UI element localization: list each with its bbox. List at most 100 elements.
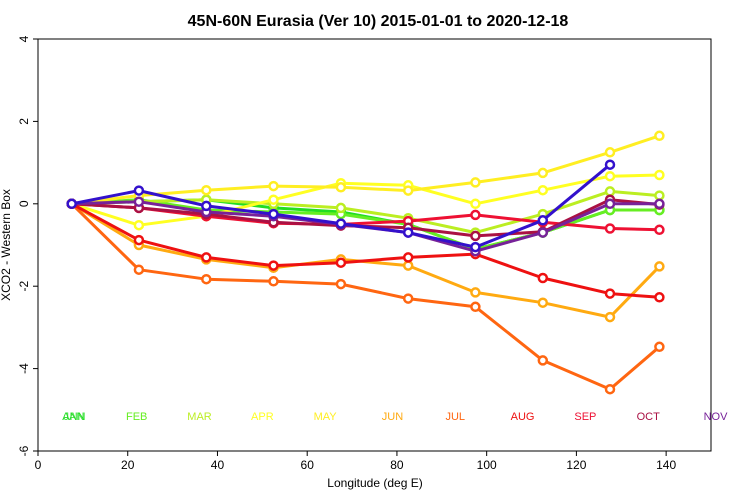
data-point-dec: [402, 227, 414, 238]
data-point-jul: [537, 355, 549, 366]
data-point-may: [470, 177, 481, 188]
x-tick-label: 100: [477, 458, 497, 472]
y-tick-label: -4: [17, 363, 31, 374]
data-point-may: [604, 147, 616, 158]
x-axis-ticks: 0 20 40 60 80 100 120 140: [35, 451, 676, 472]
plot-frame: [37, 38, 712, 452]
y-tick-label: -2: [17, 281, 31, 292]
series-line-aug: [70, 202, 660, 299]
data-point-may: [268, 180, 279, 192]
data-point-jun: [654, 261, 665, 272]
data-point-aug: [604, 288, 616, 299]
data-point-mar: [604, 186, 616, 197]
data-point-apr: [604, 170, 616, 182]
data-point-aug: [654, 292, 665, 303]
data-point-may: [335, 182, 347, 193]
legend-entry-sep: SEP: [574, 411, 596, 423]
chart-title: 45N-60N Eurasia (Ver 10) 2015-01-01 to 2…: [188, 13, 569, 30]
data-point-jul: [268, 276, 279, 287]
series-line-may: [71, 134, 660, 206]
data-point-jul: [133, 264, 145, 275]
series-line-apr: [71, 173, 660, 227]
data-point-apr: [654, 169, 665, 181]
data-point-jul: [402, 293, 414, 304]
series-line-jun: [70, 202, 661, 319]
data-point-jul: [654, 341, 665, 353]
data-point-jun: [604, 311, 616, 323]
data-point-apr: [268, 194, 279, 205]
legend-entry-nov: NOV: [704, 411, 729, 423]
y-axis-ticks: -6 -4 -2 0 2 4: [17, 35, 38, 456]
x-tick-label: 40: [211, 458, 225, 472]
series-line-mar: [71, 189, 660, 235]
y-tick-label: 2: [17, 118, 31, 125]
legend-entry-may: MAY: [314, 411, 338, 423]
data-point-sep: [470, 209, 481, 221]
y-tick-label: 4: [17, 35, 31, 42]
data-point-jul: [604, 383, 616, 395]
y-tick-label: 0: [17, 200, 31, 207]
data-point-jul: [335, 278, 347, 290]
legend-entry-mar: MAR: [187, 411, 212, 423]
data-point-mar: [654, 190, 665, 201]
data-point-oct: [470, 230, 481, 242]
data-point-aug: [268, 260, 279, 271]
data-point-dec: [201, 200, 212, 212]
data-point-aug: [537, 272, 549, 284]
data-point-jul: [201, 273, 212, 285]
data-point-dec: [133, 185, 145, 196]
data-point-jun: [470, 287, 481, 298]
data-point-may: [537, 167, 549, 179]
data-point-nov: [604, 198, 616, 210]
data-point-jul: [470, 301, 481, 313]
data-point-aug: [201, 252, 212, 263]
data-point-may: [201, 184, 212, 196]
legend: ANNFEBMARAPRMAYJUNJULAUGSEPOCTNOVDECJAN: [62, 411, 729, 423]
series-group: [66, 130, 665, 395]
data-point-dec: [268, 208, 279, 220]
data-point-sep: [654, 224, 665, 236]
data-point-dec: [537, 215, 549, 226]
data-point-may: [402, 185, 414, 196]
legend-entry-feb: FEB: [126, 411, 147, 423]
legend-entry-aug: AUG: [511, 411, 535, 423]
legend-entry-apr: APR: [251, 411, 274, 423]
series-may: [66, 130, 665, 210]
data-point-aug: [335, 257, 347, 268]
data-point-dec: [470, 241, 481, 253]
legend-entry-ann: ANN: [62, 411, 85, 423]
series-line-jul: [70, 202, 661, 391]
data-point-jun: [537, 297, 549, 308]
y-tick-label: -6: [17, 445, 31, 456]
data-point-mar: [335, 202, 347, 214]
x-tick-label: 60: [301, 458, 315, 472]
data-point-nov: [537, 227, 549, 238]
series-dec: [66, 159, 616, 253]
x-tick-label: 140: [656, 458, 676, 472]
x-tick-label: 0: [35, 458, 42, 472]
series-apr: [66, 169, 665, 231]
y-axis-label: XCO2 - Western Box: [0, 189, 13, 301]
data-point-apr: [470, 198, 481, 210]
legend-entry-jun: JUN: [382, 411, 403, 423]
x-tick-label: 120: [566, 458, 586, 472]
data-point-dec: [604, 159, 616, 170]
data-point-apr: [133, 219, 145, 231]
data-point-apr: [537, 184, 549, 196]
data-point-may: [654, 130, 665, 142]
x-tick-label: 80: [390, 458, 404, 472]
legend-entry-jul: JUL: [445, 411, 465, 423]
x-axis-label: Longitude (deg E): [327, 476, 422, 490]
x-tick-label: 20: [121, 458, 135, 472]
data-point-sep: [604, 223, 616, 234]
series-aug: [66, 198, 665, 303]
data-point-nov: [133, 196, 145, 207]
data-point-aug: [402, 252, 414, 263]
data-point-dec: [66, 198, 77, 210]
legend-entry-jan: JAN: [64, 411, 85, 423]
data-point-nov: [654, 198, 665, 210]
series-line-feb: [71, 198, 660, 251]
legend-entry-oct: OCT: [637, 411, 661, 423]
data-point-jun: [402, 260, 414, 271]
